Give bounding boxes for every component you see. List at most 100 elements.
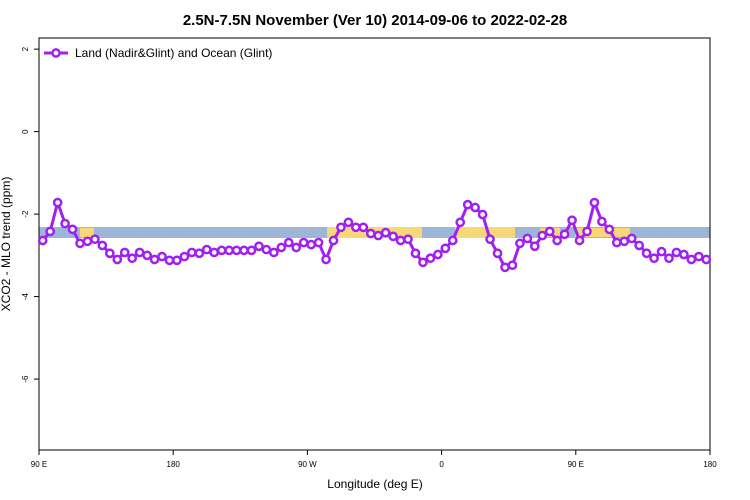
data-point [425,253,436,264]
data-point [604,224,615,235]
data-point [567,215,577,226]
data-point [104,248,115,259]
x-tick-label: 180 [167,460,181,469]
data-point [134,247,145,258]
data-point [470,202,480,213]
y-tick-label: -2 [21,210,30,218]
data-point [433,249,443,260]
data-point [679,249,689,260]
data-point [306,239,316,250]
data-point [619,236,630,247]
data-point [90,234,100,245]
data-point [82,236,93,247]
data-point [209,247,220,258]
data-point [343,217,354,228]
data-point [440,243,451,254]
x-tick-label: 90 E [31,460,47,469]
data-point [231,245,242,256]
data-point [500,262,510,273]
data-point [157,251,167,262]
data-point [634,240,645,251]
data-point [589,197,600,208]
data-point [112,254,123,265]
data-point [201,244,212,255]
x-tick-label: 90 E [568,460,584,469]
data-point [298,237,309,248]
data-point [447,235,458,246]
y-tick-label: -6 [21,375,30,383]
data-point [656,246,667,257]
data-point [142,250,152,261]
data-point [626,233,637,244]
data-point [559,229,570,240]
data-point [641,248,652,259]
data-point [254,241,264,252]
data-point [328,235,339,246]
data-point [410,248,421,259]
data-point [529,241,540,252]
data-point [664,253,674,264]
data-point [261,244,272,255]
data-point [462,199,473,210]
data-point [119,247,130,258]
data-point [291,242,302,253]
data-point [239,245,249,256]
data-point [515,238,525,249]
data-point [544,226,555,237]
data-point [582,226,592,237]
data-point [37,235,48,246]
data-point [403,234,413,245]
data-point [552,235,563,246]
x-axis-label: Longitude (deg E) [327,477,422,491]
data-point [172,255,182,266]
data-point [507,260,518,271]
data-point [477,209,488,220]
data-point [537,230,548,241]
y-tick-label: -4 [21,292,30,300]
data-point [351,222,361,233]
x-tick-label: 90 W [298,460,317,469]
data-point [671,247,682,258]
data-point [283,237,294,248]
y-tick-label: 2 [21,46,30,51]
chart-title: 2.5N-7.5N November (Ver 10) 2014-09-06 t… [183,12,567,29]
data-point [216,245,227,256]
data-point [358,222,369,233]
data-point [492,248,503,259]
data-point [701,254,712,265]
data-point [194,248,205,259]
data-point [52,197,63,208]
data-point [574,235,585,246]
data-point [455,217,466,228]
data-point [321,254,331,265]
data-point [313,237,324,248]
data-point [60,218,70,229]
data-point [224,245,234,256]
data-point [395,235,406,246]
data-point [485,234,495,245]
x-tick-label: 0 [439,460,444,469]
y-axis-label: XCO2 - MLO trend (ppm) [0,177,13,312]
legend-label: Land (Nadir&Glint) and Ocean (Glint) [75,46,272,60]
data-point [611,237,622,248]
data-point [246,245,257,256]
data-point [388,231,398,242]
data-point [522,233,533,244]
data-point [597,216,607,227]
data-point [97,240,108,251]
data-point [186,247,197,258]
data-point [149,254,160,265]
plot-frame [38,37,711,451]
data-point [164,255,175,266]
data-point [67,224,78,235]
data-point [373,230,384,241]
data-point [75,238,85,249]
data-point [693,251,704,262]
data-point [269,247,279,258]
data-point [686,254,697,265]
data-point [179,251,190,262]
data-point [380,227,391,238]
data-point [276,242,287,253]
data-point [336,222,346,233]
